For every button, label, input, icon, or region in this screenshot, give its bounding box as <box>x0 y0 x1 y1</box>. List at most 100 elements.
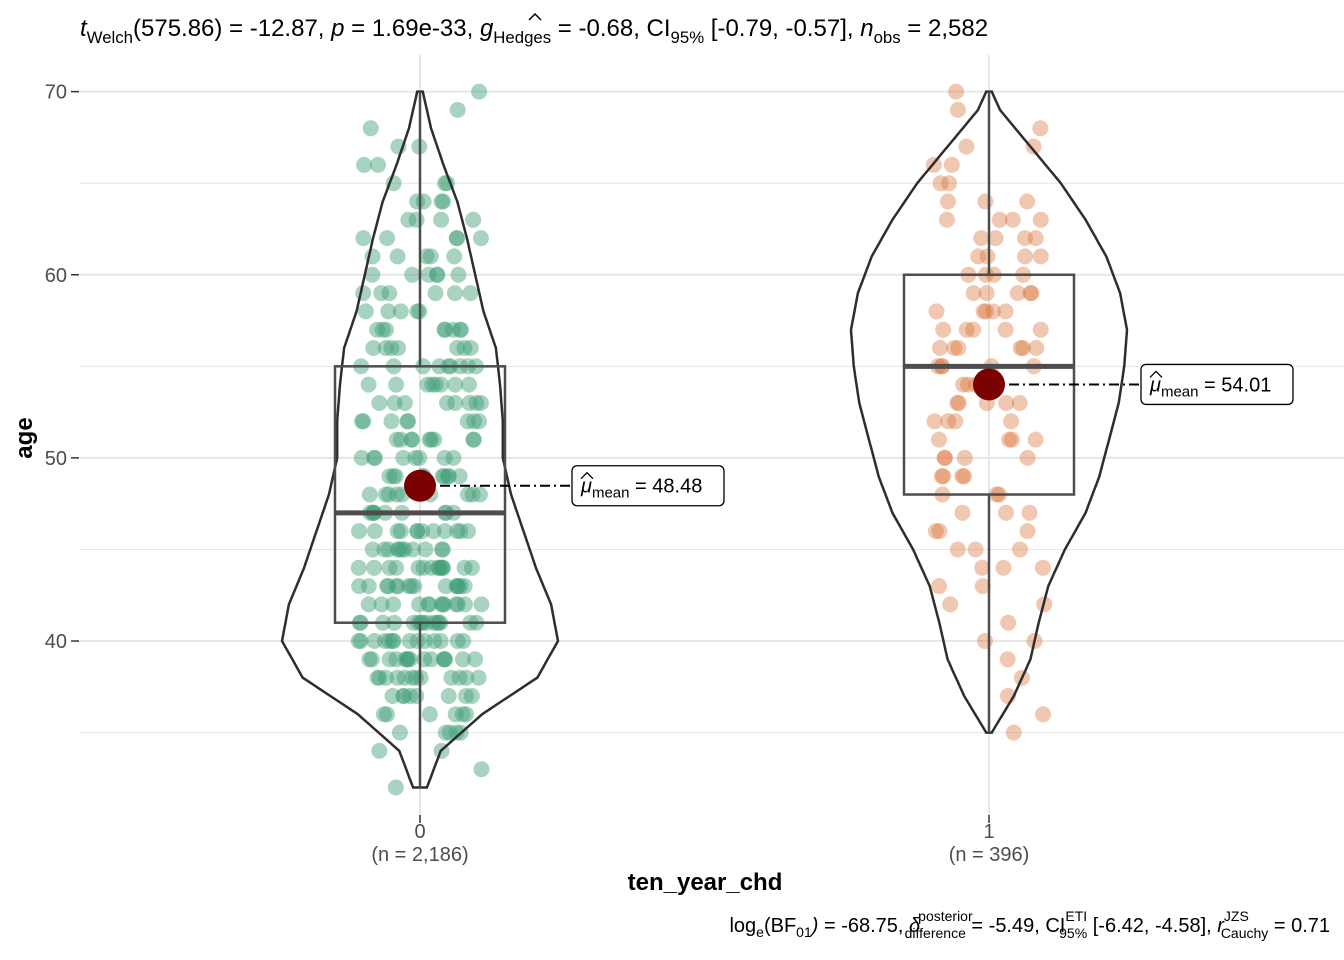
data-point <box>449 578 466 595</box>
data-point <box>433 193 450 210</box>
data-point <box>472 395 489 411</box>
data-point <box>446 285 463 302</box>
data-point <box>436 449 453 466</box>
data-point <box>440 468 457 485</box>
data-point <box>375 706 392 723</box>
data-point <box>385 175 402 192</box>
data-point <box>364 541 381 558</box>
data-point <box>404 266 421 283</box>
data-point <box>973 230 990 247</box>
data-point <box>433 211 450 228</box>
data-point <box>422 248 439 265</box>
y-axis: 40 50 60 70 <box>45 82 79 653</box>
data-point <box>997 303 1014 320</box>
data-point <box>388 376 405 393</box>
data-point <box>452 321 469 338</box>
mean-label: μmean = 54.01 <box>1149 374 1271 400</box>
data-point <box>381 285 398 302</box>
data-point <box>998 504 1014 521</box>
data-point <box>439 395 455 411</box>
data-point <box>366 633 383 649</box>
data-point <box>1003 431 1020 448</box>
data-point <box>371 742 388 759</box>
data-point <box>1021 504 1038 521</box>
data-point <box>361 651 378 668</box>
data-point <box>391 541 408 558</box>
data-point <box>379 578 396 595</box>
data-point <box>409 523 426 540</box>
data-point <box>396 669 413 686</box>
data-point <box>1028 340 1045 356</box>
data-point <box>967 541 984 558</box>
data-point <box>449 578 466 595</box>
data-point <box>401 651 418 668</box>
data-point <box>373 285 390 302</box>
data-point <box>987 230 1004 247</box>
data-point <box>998 395 1015 411</box>
data-point <box>364 266 381 283</box>
data-point <box>927 523 944 540</box>
data-point <box>452 578 469 595</box>
data-point <box>424 376 441 393</box>
data-point <box>421 596 437 613</box>
data-point <box>418 248 435 265</box>
data-point <box>381 468 398 485</box>
data-point <box>942 596 959 613</box>
data-point <box>446 248 463 265</box>
data-point <box>471 413 487 430</box>
data-point <box>452 523 469 540</box>
data-point <box>420 266 437 283</box>
data-point <box>1011 395 1028 411</box>
data-point <box>465 431 482 448</box>
data-point <box>409 633 426 649</box>
violin-outline <box>849 90 1129 734</box>
data-point <box>472 230 489 247</box>
x-tick-count-label: (n = 2,186) <box>371 844 468 866</box>
data-point <box>936 449 953 466</box>
data-point <box>357 303 374 320</box>
data-point <box>361 486 378 503</box>
data-point <box>383 340 400 356</box>
data-point <box>1034 559 1051 576</box>
data-point <box>1019 449 1036 466</box>
data-point <box>389 248 406 265</box>
mean-hat-mark <box>1149 370 1163 378</box>
data-point <box>377 633 393 649</box>
data-point <box>1023 285 1040 302</box>
box-iqr <box>333 365 507 624</box>
data-point <box>433 376 449 393</box>
data-point <box>380 578 397 595</box>
data-point <box>396 541 413 558</box>
data-point <box>948 83 965 100</box>
data-point <box>387 468 404 485</box>
x-tick-count-label: (n = 396) <box>949 844 1030 866</box>
mean-label-box <box>571 465 725 507</box>
data-point <box>463 688 480 704</box>
data-point <box>423 431 440 448</box>
data-point <box>385 596 402 613</box>
data-point <box>1004 211 1021 228</box>
data-point <box>400 578 417 595</box>
data-point <box>932 175 949 192</box>
data-point <box>1000 614 1017 631</box>
data-point <box>1019 193 1036 210</box>
data-point <box>448 578 465 595</box>
data-point <box>451 669 468 686</box>
data-point <box>374 321 391 338</box>
data-point <box>396 395 413 411</box>
data-point <box>426 431 443 448</box>
data-point <box>420 596 437 613</box>
data-point <box>431 559 448 576</box>
y-axis-title: age <box>11 417 38 458</box>
data-point <box>403 431 420 448</box>
data-point <box>402 688 418 704</box>
data-point <box>932 340 948 356</box>
data-point <box>445 449 462 466</box>
data-point <box>1027 230 1044 247</box>
data-point <box>436 651 453 668</box>
data-point <box>456 596 473 613</box>
data-point <box>400 413 416 430</box>
data-point <box>444 321 461 338</box>
data-point <box>409 523 426 540</box>
data-point <box>419 376 436 393</box>
